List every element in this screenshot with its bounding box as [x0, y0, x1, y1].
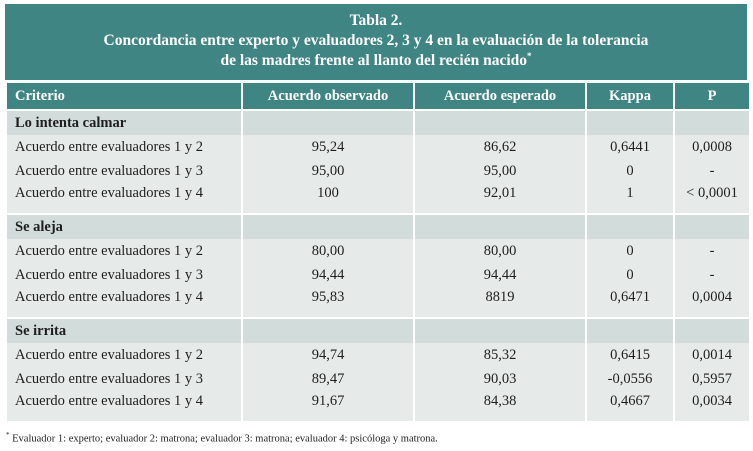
cell-criterio: Acuerdo entre evaluadores 1 y 3 [7, 263, 241, 287]
cell-p: 0,0014 [675, 343, 749, 367]
cell-criterio: Acuerdo entre evaluadores 1 y 4 [7, 287, 241, 317]
footnote: * Evaluador 1: experto; evaluador 2: mat… [6, 431, 438, 445]
cell-acuerdo-esperado: 92,01 [415, 183, 585, 213]
cell-kappa: -0,0556 [587, 367, 673, 391]
column-header-criterio: Criterio [7, 83, 241, 109]
section-row: Lo intenta calmar [7, 109, 749, 135]
footnote-text: Evaluador 1: experto; evaluador 2: matro… [9, 433, 438, 445]
table-caption: Tabla 2. Concordancia entre experto y ev… [5, 4, 747, 80]
section-band-cell [243, 317, 413, 343]
cell-kappa: 0,6415 [587, 343, 673, 367]
cell-acuerdo-esperado: 94,44 [415, 263, 585, 287]
cell-acuerdo-observado: 80,00 [243, 239, 413, 263]
caption-line-2-text: de las madres frente al llanto del recié… [220, 52, 528, 69]
section-band-cell [587, 317, 673, 343]
cell-acuerdo-esperado: 90,03 [415, 367, 585, 391]
cell-acuerdo-esperado: 80,00 [415, 239, 585, 263]
cell-acuerdo-esperado: 85,32 [415, 343, 585, 367]
section-band-cell [415, 109, 585, 135]
cell-kappa: 0,6471 [587, 287, 673, 317]
table-title: Tabla 2. [349, 12, 403, 29]
cell-acuerdo-esperado: 84,38 [415, 391, 585, 421]
cell-acuerdo-observado: 95,83 [243, 287, 413, 317]
cell-acuerdo-observado: 95,24 [243, 135, 413, 159]
cell-kappa: 0,6441 [587, 135, 673, 159]
table-row: Acuerdo entre evaluadores 1 y 3 95,00 95,0… [7, 159, 749, 183]
cell-criterio: Acuerdo entre evaluadores 1 y 4 [7, 391, 241, 421]
cell-acuerdo-esperado: 8819 [415, 287, 585, 317]
cell-acuerdo-esperado: 86,62 [415, 135, 585, 159]
caption-line-1: Concordancia entre experto y evaluadores… [103, 32, 649, 49]
cell-criterio: Acuerdo entre evaluadores 1 y 2 [7, 135, 241, 159]
caption-footnote-marker: * [527, 50, 532, 61]
table-row: Acuerdo entre evaluadores 1 y 4 91,67 84,3… [7, 391, 749, 421]
column-header-acuerdo-esperado: Acuerdo esperado [415, 83, 585, 109]
cell-criterio: Acuerdo entre evaluadores 1 y 4 [7, 183, 241, 213]
cell-p: - [675, 159, 749, 183]
section-band-cell [675, 109, 749, 135]
cell-criterio: Acuerdo entre evaluadores 1 y 3 [7, 367, 241, 391]
cell-kappa: 0 [587, 159, 673, 183]
cell-acuerdo-observado: 89,47 [243, 367, 413, 391]
cell-criterio: Acuerdo entre evaluadores 1 y 2 [7, 343, 241, 367]
cell-criterio: Acuerdo entre evaluadores 1 y 2 [7, 239, 241, 263]
cell-acuerdo-esperado: 95,00 [415, 159, 585, 183]
cell-kappa: 0 [587, 239, 673, 263]
section-band-cell [243, 109, 413, 135]
cell-p: < 0,0001 [675, 183, 749, 213]
section-band-cell [587, 109, 673, 135]
cell-acuerdo-observado: 91,67 [243, 391, 413, 421]
footnote-marker: * [6, 431, 10, 439]
section-band-cell [243, 213, 413, 239]
table-row: Acuerdo entre evaluadores 1 y 4 100 92,01 1… [7, 183, 749, 213]
cell-p: 0,5957 [675, 367, 749, 391]
caption-line-2: de las madres frente al llanto del recié… [5, 51, 747, 71]
section-row: Se irrita [7, 317, 749, 343]
section-label: Lo intenta calmar [7, 109, 241, 135]
section-band-cell [415, 213, 585, 239]
section-label: Se aleja [7, 213, 241, 239]
table-row: Acuerdo entre evaluadores 1 y 4 95,83 8819… [7, 287, 749, 317]
section-band-cell [675, 317, 749, 343]
concordance-table: Criterio Acuerdo observado Acuerdo esper… [5, 83, 751, 421]
column-header-kappa: Kappa [587, 83, 673, 109]
cell-acuerdo-observado: 100 [243, 183, 413, 213]
cell-p: - [675, 263, 749, 287]
table-row: Acuerdo entre evaluadores 1 y 3 89,47 90,0… [7, 367, 749, 391]
cell-kappa: 0 [587, 263, 673, 287]
column-header-acuerdo-observado: Acuerdo observado [243, 83, 413, 109]
table-row: Acuerdo entre evaluadores 1 y 2 95,24 86,6… [7, 135, 749, 159]
table-row: Acuerdo entre evaluadores 1 y 2 80,00 80,0… [7, 239, 749, 263]
cell-kappa: 0,4667 [587, 391, 673, 421]
cell-acuerdo-observado: 94,74 [243, 343, 413, 367]
header-row: Criterio Acuerdo observado Acuerdo esper… [7, 83, 749, 109]
table-row: Acuerdo entre evaluadores 1 y 3 94,44 94,4… [7, 263, 749, 287]
column-header-p: P [675, 83, 749, 109]
cell-acuerdo-observado: 95,00 [243, 159, 413, 183]
section-row: Se aleja [7, 213, 749, 239]
section-band-cell [415, 317, 585, 343]
cell-p: 0,0034 [675, 391, 749, 421]
table-body: Lo intenta calmar Acuerdo entre evaluador… [7, 109, 749, 421]
cell-p: - [675, 239, 749, 263]
section-label: Se irrita [7, 317, 241, 343]
cell-acuerdo-observado: 94,44 [243, 263, 413, 287]
section-band-cell [675, 213, 749, 239]
table-row: Acuerdo entre evaluadores 1 y 2 94,74 85,3… [7, 343, 749, 367]
cell-p: 0,0008 [675, 135, 749, 159]
cell-p: 0,0004 [675, 287, 749, 317]
cell-kappa: 1 [587, 183, 673, 213]
section-band-cell [587, 213, 673, 239]
cell-criterio: Acuerdo entre evaluadores 1 y 3 [7, 159, 241, 183]
